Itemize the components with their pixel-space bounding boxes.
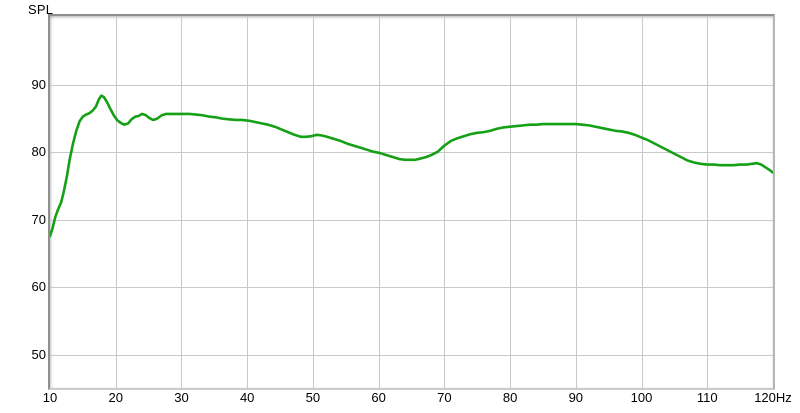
- frequency-response-plot-svg: [50, 16, 773, 388]
- x-tick-label: 50: [305, 390, 321, 405]
- y-tick-label: 70: [31, 211, 46, 227]
- y-tick-label: 90: [31, 76, 46, 92]
- x-tick-label: 80: [502, 390, 518, 405]
- x-tick-label: 110: [696, 390, 718, 405]
- x-tick-label: 100: [630, 390, 653, 405]
- x-tick-label: 30: [174, 390, 189, 405]
- x-tick-label: 10: [42, 390, 58, 405]
- x-tick-label: 90: [568, 390, 584, 405]
- x-tick-label: 120Hz: [754, 390, 792, 405]
- x-tick-label: 70: [437, 390, 452, 405]
- x-tick-label: 60: [371, 390, 386, 405]
- x-tick-label: 20: [108, 390, 123, 405]
- y-tick-label: 50: [31, 346, 46, 362]
- y-axis-title: SPL: [28, 2, 54, 17]
- y-tick-label: 80: [31, 144, 46, 160]
- y-tick-label: 60: [31, 279, 46, 295]
- x-tick-label: 40: [239, 390, 255, 405]
- plot-area: [48, 14, 775, 390]
- spl-curve: [50, 94, 773, 238]
- grid-lines: [50, 16, 773, 388]
